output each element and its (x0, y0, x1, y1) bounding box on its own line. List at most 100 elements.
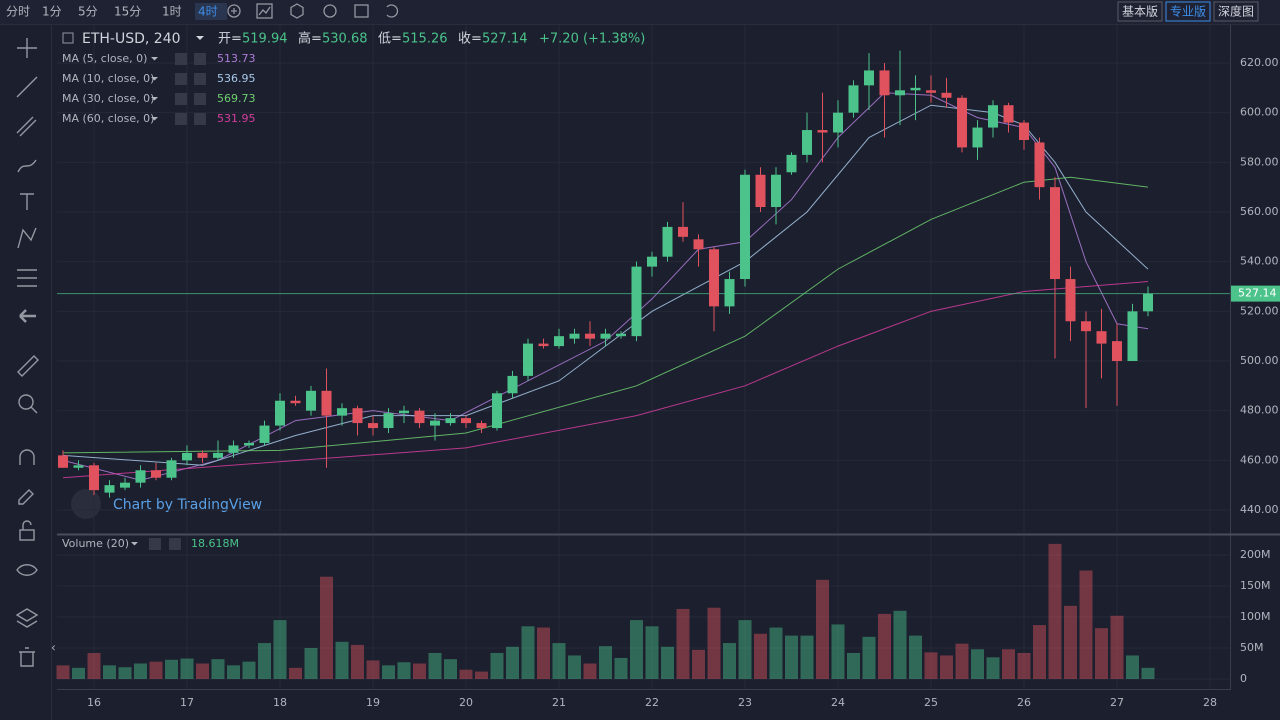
symbol-dropdown[interactable] (196, 36, 204, 40)
crosshair-tool[interactable] (17, 38, 37, 58)
ma-settings[interactable] (175, 73, 187, 85)
mode-button[interactable] (1213, 1, 1259, 22)
interval-tab[interactable]: 15分 (114, 5, 141, 19)
candle-body (1127, 311, 1138, 361)
candle-body (786, 154, 797, 173)
ma-close[interactable] (194, 93, 206, 105)
volume-bar (847, 652, 860, 679)
ma-close[interactable] (194, 53, 206, 65)
interval-tab[interactable]: 1时 (162, 5, 182, 19)
candle-body (352, 408, 363, 424)
visibility-tool[interactable] (16, 564, 38, 576)
text-tool[interactable] (20, 193, 34, 210)
time-button[interactable] (323, 4, 337, 18)
line-tool[interactable] (16, 76, 38, 98)
collapse-arrow[interactable]: ‹ (51, 641, 56, 655)
reset-button[interactable] (386, 4, 399, 18)
candle-body (244, 442, 254, 446)
candle-body (538, 343, 549, 347)
volume-bar (909, 635, 922, 679)
fib-tool[interactable] (17, 269, 37, 287)
left-tools[interactable] (15, 38, 39, 667)
volume-bar (1048, 543, 1062, 679)
screenshot-button[interactable] (354, 4, 369, 18)
candle-body (383, 413, 394, 429)
ma-settings[interactable] (175, 93, 187, 105)
ma-dropdown[interactable] (151, 97, 158, 101)
zoom-tool[interactable] (18, 394, 34, 410)
brush-tool[interactable] (17, 159, 37, 173)
top-tools[interactable] (200, 3, 399, 19)
lock-draw-tool[interactable] (18, 489, 34, 505)
x-tick-label: 25 (924, 696, 938, 709)
interval-tab[interactable]: 4时 (198, 5, 218, 19)
mode-label: 基本版 (1122, 5, 1158, 19)
candle-body (864, 70, 874, 86)
candle-body (709, 249, 719, 307)
y-tick-label: 520.00 (1240, 304, 1279, 317)
interval-tab[interactable]: 5分 (78, 5, 98, 19)
volume-bar (955, 643, 969, 679)
volume-bar (72, 667, 85, 679)
y-tick-label: 600.00 (1240, 106, 1279, 119)
interval-active-bg (195, 3, 227, 20)
volume-close[interactable] (169, 538, 181, 550)
legend-toggle[interactable] (62, 32, 74, 44)
ma-settings[interactable] (175, 113, 187, 125)
candle-body (1034, 142, 1045, 188)
candle-body (73, 465, 84, 468)
y-tick-label: 620.00 (1240, 56, 1279, 69)
volume-bar (413, 663, 426, 679)
pattern-tool[interactable] (17, 227, 37, 249)
volume-bar (940, 655, 953, 679)
channel-tool[interactable] (16, 116, 37, 137)
ma-dropdown[interactable] (151, 57, 158, 61)
layers-tool[interactable] (15, 608, 39, 628)
settings-button[interactable] (290, 3, 304, 19)
ma-close[interactable] (194, 113, 206, 125)
ma-settings[interactable] (175, 53, 187, 65)
candle-body (926, 90, 936, 93)
ruler-tool[interactable] (17, 355, 39, 377)
magnet-tool[interactable] (19, 449, 35, 465)
volume-settings[interactable] (149, 538, 161, 550)
back-tool[interactable] (19, 309, 36, 323)
trash-tool[interactable] (19, 647, 35, 667)
volume-bar (475, 671, 488, 679)
ma-dropdown[interactable] (151, 77, 158, 81)
ma-label: MA (5, close, 0) (62, 52, 147, 65)
indicator-button[interactable] (256, 3, 273, 19)
interval-tab[interactable]: 分时 (6, 5, 30, 19)
volume-bar (1002, 649, 1015, 679)
y-tick-label: 480.00 (1240, 404, 1279, 417)
x-tick-label: 27 (1110, 696, 1124, 709)
volume-tick-label: 150M (1240, 579, 1271, 592)
candle-body (740, 174, 750, 280)
volume-tick-label: 50M (1240, 641, 1264, 654)
compare-button[interactable] (227, 4, 241, 18)
volume-bar (118, 667, 132, 679)
volume-dropdown[interactable] (131, 542, 138, 546)
candle-body (941, 92, 952, 98)
mode-button[interactable] (1165, 1, 1211, 22)
volume-bar (800, 635, 814, 679)
ma-value: 513.73 (217, 52, 256, 65)
candle-body (647, 256, 657, 267)
x-tick-label: 16 (87, 696, 101, 709)
mode-button[interactable] (1117, 1, 1163, 22)
ohlc-value: 519.94 (242, 32, 288, 47)
y-tick-label: 560.00 (1240, 205, 1279, 218)
volume-bar (1110, 615, 1124, 679)
volume-bar (180, 658, 194, 679)
ma-dropdown[interactable] (151, 117, 158, 121)
volume-bar (1126, 655, 1139, 679)
candle-body (616, 333, 626, 337)
interval-tab[interactable]: 1分 (42, 5, 62, 19)
ma-close[interactable] (194, 73, 206, 85)
lock-tool[interactable] (19, 529, 35, 541)
x-tick-label: 19 (366, 696, 380, 709)
candle-body (1112, 341, 1122, 361)
